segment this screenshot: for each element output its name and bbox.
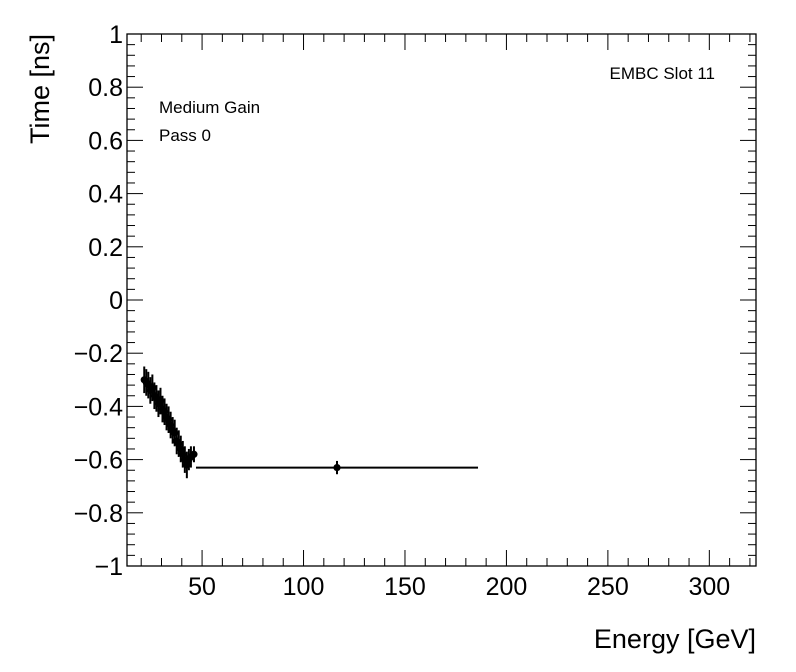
data-point bbox=[333, 463, 341, 472]
y-tick-label: −0.6 bbox=[74, 447, 123, 475]
pass-label: Pass 0 bbox=[159, 126, 211, 145]
slot-label: EMBC Slot 11 bbox=[609, 64, 715, 83]
y-tick-label: 0.8 bbox=[88, 74, 123, 102]
y-tick-label: 0 bbox=[109, 287, 123, 315]
y-tick-label: −1 bbox=[94, 553, 123, 581]
gain-label: Medium Gain bbox=[159, 98, 260, 117]
y-tick-label: −0.2 bbox=[74, 340, 123, 368]
y-tick-label: 0.2 bbox=[88, 234, 123, 262]
x-tick-label: 250 bbox=[587, 573, 629, 601]
x-tick-label: 100 bbox=[283, 573, 325, 601]
y-tick-label: 1 bbox=[109, 21, 123, 49]
y-axis-title: Time [ns] bbox=[25, 34, 55, 144]
y-tick-label: −0.8 bbox=[74, 500, 123, 528]
axis-ticks bbox=[127, 33, 756, 567]
data-marks bbox=[140, 366, 479, 479]
data-point bbox=[190, 450, 198, 458]
x-axis-title: Energy [GeV] bbox=[594, 624, 756, 654]
x-tick-label: 50 bbox=[188, 573, 216, 601]
y-tick-label: 0.4 bbox=[88, 181, 123, 209]
y-tick-label: 0.6 bbox=[88, 127, 123, 155]
x-tick-label: 200 bbox=[486, 573, 528, 601]
x-tick-label: 150 bbox=[384, 573, 426, 601]
x-tick-label: 300 bbox=[688, 573, 730, 601]
tick-labels: 50 100 150 200 250 300 −1 −0.8 −0.6 −0.4 −0.2 0 0.2 0… bbox=[74, 21, 731, 601]
y-tick-label: −0.4 bbox=[74, 393, 123, 421]
